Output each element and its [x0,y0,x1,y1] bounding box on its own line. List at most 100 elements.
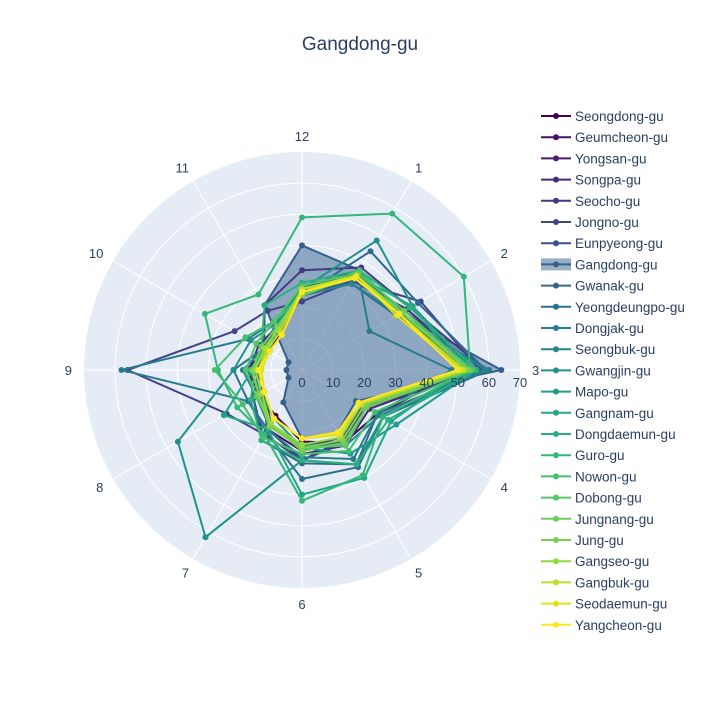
legend-swatch-marker [553,240,559,247]
data-point [242,367,249,373]
legend-item[interactable]: Guro-gu [541,448,625,463]
data-point [220,412,227,419]
data-point [234,404,241,411]
legend-label: Gwanak-gu [575,279,644,294]
data-point [174,438,181,445]
legend-swatch-marker [553,134,559,141]
legend-label: Gangdong-gu [575,257,658,272]
legend-swatch-marker [553,452,559,459]
data-point [264,307,271,314]
legend-item[interactable]: Gangdong-gu [541,257,658,272]
data-point [389,210,396,217]
angular-tick-label: 9 [65,363,72,378]
radial-tick-labels: 0 10 20 30 40 50 60 70 [298,375,527,390]
legend-label: Gangbuk-gu [575,575,649,590]
legend-swatch-marker [553,579,559,586]
legend-swatch-marker [553,282,559,289]
legend-item[interactable]: Yeongdeungpo-gu [541,300,685,315]
legend-swatch-marker [553,515,559,522]
angular-tick-label: 4 [501,480,508,495]
angular-grid-line [112,369,303,480]
data-point [239,401,246,408]
legend-swatch-marker [553,537,559,543]
data-point [299,267,305,274]
data-point [460,273,467,280]
legend-item[interactable]: Mapo-gu [541,385,628,400]
legend-item[interactable]: Gangseo-gu [541,554,649,569]
legend-item[interactable]: Seongdong-gu [541,109,664,124]
legend-label: Jungnang-gu [575,512,654,527]
legend-label: Seongbuk-gu [575,342,655,357]
radial-tick-label: 60 [482,375,496,390]
legend-item[interactable]: Dobong-gu [541,491,642,506]
data-point [348,280,355,287]
legend-item[interactable]: Gwanak-gu [541,279,644,294]
legend-label: Jung-gu [575,533,624,548]
data-point [385,416,392,423]
legend-swatch-marker [553,621,559,628]
legend-item[interactable]: Jungnang-gu [541,512,654,527]
data-point [247,337,254,344]
legend-item[interactable]: Seocho-gu [541,194,640,209]
legend-item[interactable]: Gangnam-gu [541,406,654,421]
legend-swatch-marker [553,558,559,565]
data-point [211,367,218,373]
legend-label: Mapo-gu [575,385,628,400]
legend-item[interactable]: Nowon-gu [541,469,637,484]
data-point [299,497,305,504]
radial-tick-label: 0 [298,375,305,390]
legend-item[interactable]: Gangbuk-gu [541,575,649,590]
data-point [261,302,268,309]
legend-label: Eunpyeong-gu [575,236,663,251]
legend-swatch-marker [553,113,559,119]
legend-label: Gwangjin-gu [575,363,651,378]
legend-item[interactable]: Yongsan-gu [541,151,647,166]
legend-item[interactable]: Geumcheon-gu [541,130,668,145]
data-point [359,472,366,479]
legend-swatch-marker [553,431,559,437]
data-point [350,456,357,462]
angular-tick-label: 1 [415,160,422,175]
data-point [242,334,249,341]
radial-tick-label: 20 [357,375,371,390]
radial-tick-label: 70 [513,375,527,390]
legend-item[interactable]: Seodaemun-gu [541,597,667,612]
legend-item[interactable]: Dongdaemun-gu [541,427,676,442]
angular-tick-label: 7 [182,566,189,581]
legend-item[interactable]: Gwangjin-gu [541,363,651,378]
legend-swatch-marker [553,176,559,183]
data-point [283,367,290,373]
legend-swatch-marker [553,409,559,416]
legend-item[interactable]: Jongno-gu [541,215,639,230]
radial-tick-label: 40 [419,375,433,390]
legend-item[interactable]: Jung-gu [541,533,624,548]
data-point [299,476,305,482]
data-point [299,441,305,448]
data-point [498,367,505,373]
legend-label: Nowon-gu [575,469,637,484]
legend-item[interactable]: Songpa-gu [541,173,641,188]
radial-tick-label: 10 [326,375,340,390]
data-point [266,348,273,355]
angular-tick-label: 2 [501,246,508,261]
radial-tick-label: 50 [450,375,464,390]
data-point [351,275,358,282]
data-point [271,415,277,422]
data-point [299,289,305,296]
legend-label: Seocho-gu [575,194,640,209]
legend-label: Gangnam-gu [575,406,654,421]
legend-item[interactable]: Eunpyeong-gu [541,236,663,251]
data-point [299,491,305,498]
data-point [371,409,378,415]
data-point [271,318,277,325]
legend-swatch-marker [553,473,559,480]
legend-item[interactable]: Dongjak-gu [541,321,644,336]
data-point [118,367,125,373]
legend-label: Songpa-gu [575,173,641,188]
legend-item[interactable]: Seongbuk-gu [541,342,655,357]
legend-label: Yeongdeungpo-gu [575,300,685,315]
legend-swatch-marker [553,155,559,162]
data-point [454,367,461,373]
legend-item[interactable]: Yangcheon-gu [541,618,662,633]
